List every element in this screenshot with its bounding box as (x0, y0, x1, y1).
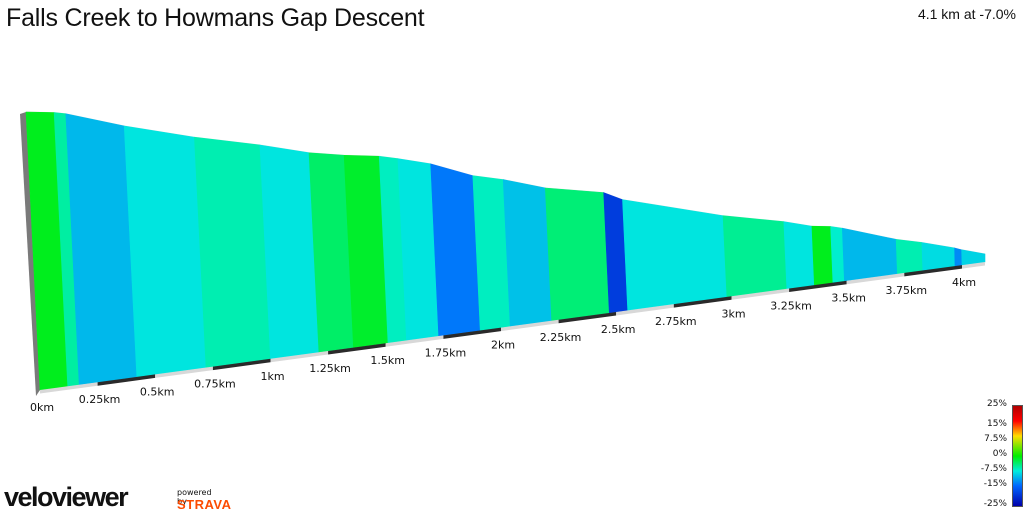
veloviewer-logo: veloviewer (4, 482, 129, 513)
chart-title: Falls Creek to Howmans Gap Descent (6, 4, 425, 32)
axis-strip (558, 312, 617, 324)
gradient-legend: 25% 15% 7.5% 0% -7.5% -15% -25% (972, 398, 1024, 510)
gradient-segment (895, 239, 924, 275)
axis-strip (40, 382, 98, 394)
x-tick-label: 3.25km (770, 300, 812, 313)
axis-strip (731, 288, 790, 300)
legend-tick-label: 25% (986, 399, 1007, 409)
axis-strip (97, 374, 156, 386)
gradient-segment (954, 247, 963, 267)
x-tick-label: 3.5km (831, 292, 866, 305)
gradient-colour-bar (1012, 405, 1023, 507)
x-tick-label: 0.25km (79, 393, 121, 406)
x-tick-label: 3km (721, 307, 745, 320)
legend-tick-label: -15% (983, 479, 1007, 489)
gradient-segment (430, 163, 481, 337)
axis-strip (212, 358, 271, 371)
powered-by-text: powered by (177, 488, 212, 506)
axis-strip (616, 304, 674, 316)
axis-strip (328, 343, 386, 355)
x-tick-label: 1km (260, 370, 284, 383)
legend-tick-label: -7.5% (980, 464, 1007, 474)
logo-viewer: viewer (52, 482, 129, 512)
gradient-segment (722, 215, 788, 298)
x-tick-label: 4km (952, 276, 976, 289)
axis-strip (443, 327, 501, 339)
axis-strip (789, 280, 847, 292)
strava-logo: STRAVA (177, 497, 232, 512)
x-tick-label: 1.5km (370, 354, 405, 367)
gradient-segments (25, 111, 986, 391)
elevation-profile-chart: 0km 0.25km 0.5km 0.75km 1km 1.25km 1.5km 1.75km… (20, 111, 986, 414)
x-tick-label: 2.25km (540, 331, 582, 344)
x-tick-label: 0km (30, 401, 54, 414)
axis-strip (501, 319, 559, 332)
axis-strip (673, 296, 732, 308)
segment-summary: 4.1 km at -7.0% (917, 6, 1016, 22)
axis-strip (155, 366, 213, 378)
gradient-segment (622, 199, 728, 311)
legend-tick-label: 15% (986, 419, 1007, 429)
gradient-segment (841, 227, 898, 282)
x-tick-label: 1.75km (425, 346, 467, 359)
axis-strip (962, 262, 985, 269)
gradient-segment (783, 221, 815, 290)
distance-axis (40, 262, 985, 394)
x-tick-label: 3.75km (886, 284, 928, 297)
gradient-segment (811, 225, 834, 286)
gradient-segment (544, 187, 610, 322)
gradient-segment (194, 136, 271, 368)
legend-tick-label: -25% (983, 499, 1007, 509)
gradient-segment (502, 179, 553, 327)
x-tick-label: 0.5km (140, 385, 175, 398)
axis-strip (270, 351, 329, 363)
x-tick-label: 2.5km (601, 323, 636, 336)
start-side-wall (20, 112, 40, 396)
axis-strip (904, 265, 962, 277)
axis-strip (846, 272, 905, 285)
legend-tick-label: 0% (992, 449, 1007, 459)
x-tick-label: 2.75km (655, 315, 697, 328)
x-tick-label: 0.75km (194, 378, 236, 391)
legend-tick-label: 7.5% (984, 434, 1007, 444)
logo-velo: velo (4, 482, 54, 512)
x-tick-label: 2km (491, 339, 515, 352)
x-tick-label: 1.25km (309, 362, 351, 375)
distance-tick-labels: 0km 0.25km 0.5km 0.75km 1km 1.25km 1.5km 1.75km… (30, 276, 976, 414)
axis-strip (385, 335, 444, 347)
gradient-segment (921, 242, 956, 271)
gradient-segment (123, 125, 207, 378)
